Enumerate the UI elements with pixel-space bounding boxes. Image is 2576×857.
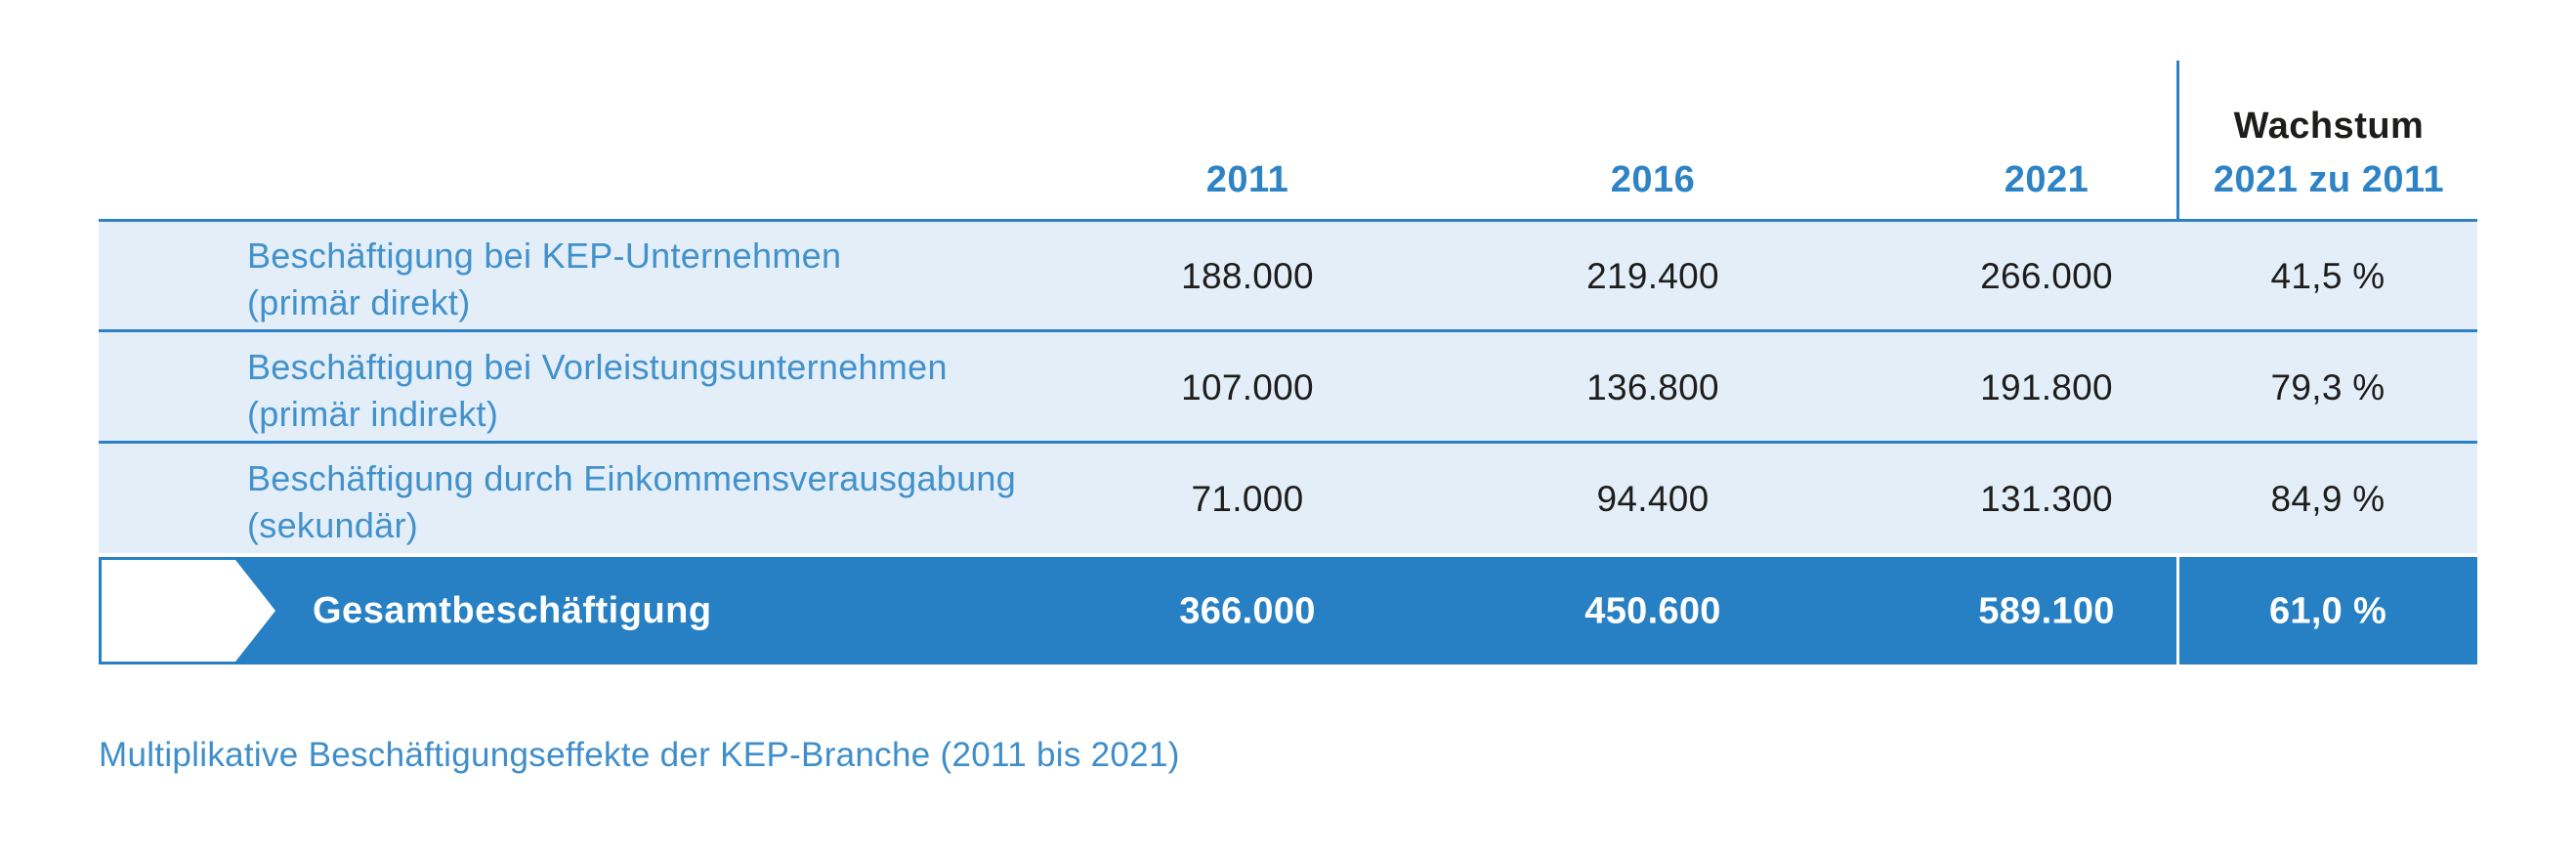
row-background [99,222,2477,329]
row-background [99,444,2477,553]
row-label-line2: (primär indirekt) [247,394,499,434]
row-label-line1: Beschäftigung bei Vorleistungsunternehme… [247,347,948,387]
total-cell-value: 366.000 [1179,590,1316,632]
cell-growth-value: 84,9 % [2270,479,2386,519]
cell-value: 219.400 [1586,256,1719,296]
row-divider [99,441,2477,444]
column-header-2016: 2016 [1610,159,1696,200]
total-row-label: Gesamtbeschäftigung [313,589,712,631]
row-label-line1: Beschäftigung durch Einkommensverausgabu… [247,458,1017,498]
cell-value: 188.000 [1181,256,1314,296]
cell-value: 191.800 [1980,367,2113,407]
total-cell-value: 589.100 [1978,590,2115,632]
row-label-line2: (sekundär) [247,505,419,545]
total-row: Gesamtbeschäftigung [99,557,2477,664]
row-label-einkommensverausgabung: Beschäftigung durch Einkommensverausgabu… [247,455,1048,549]
total-cell-value: 450.600 [1584,590,1721,632]
row-label-vorleistungsunternehmen: Beschäftigung bei Vorleistungsunternehme… [247,344,1048,438]
column-header-2011: 2011 [1205,159,1289,200]
cell-growth-value: 41,5 % [2270,256,2386,296]
row-label-kep-unternehmen: Beschäftigung bei KEP-Unternehmen (primä… [247,233,1048,326]
column-header-2021: 2021 [2004,159,2090,200]
row-divider [99,329,2477,332]
figure-caption: Multiplikative Beschäftigungseffekte der… [99,736,1180,774]
growth-column-header-period: 2021 zu 2011 [2213,159,2445,200]
row-background [99,332,2477,441]
arrow-right-icon [102,560,275,662]
total-cell-growth-value: 61,0 % [2268,590,2387,632]
cell-value: 94.400 [1596,479,1710,519]
growth-column-header-title: Wachstum [2233,106,2425,147]
cell-value: 131.300 [1980,479,2113,519]
table-top-border [99,219,2477,222]
cell-value: 266.000 [1980,256,2113,296]
cell-growth-value: 79,3 % [2270,367,2386,407]
cell-value: 136.800 [1586,367,1719,407]
row-label-line1: Beschäftigung bei KEP-Unternehmen [247,236,842,276]
growth-column-divider-line-total [2176,557,2179,664]
cell-value: 71.000 [1191,479,1304,519]
cell-value: 107.000 [1181,367,1314,407]
row-label-line2: (primär direkt) [247,282,471,322]
